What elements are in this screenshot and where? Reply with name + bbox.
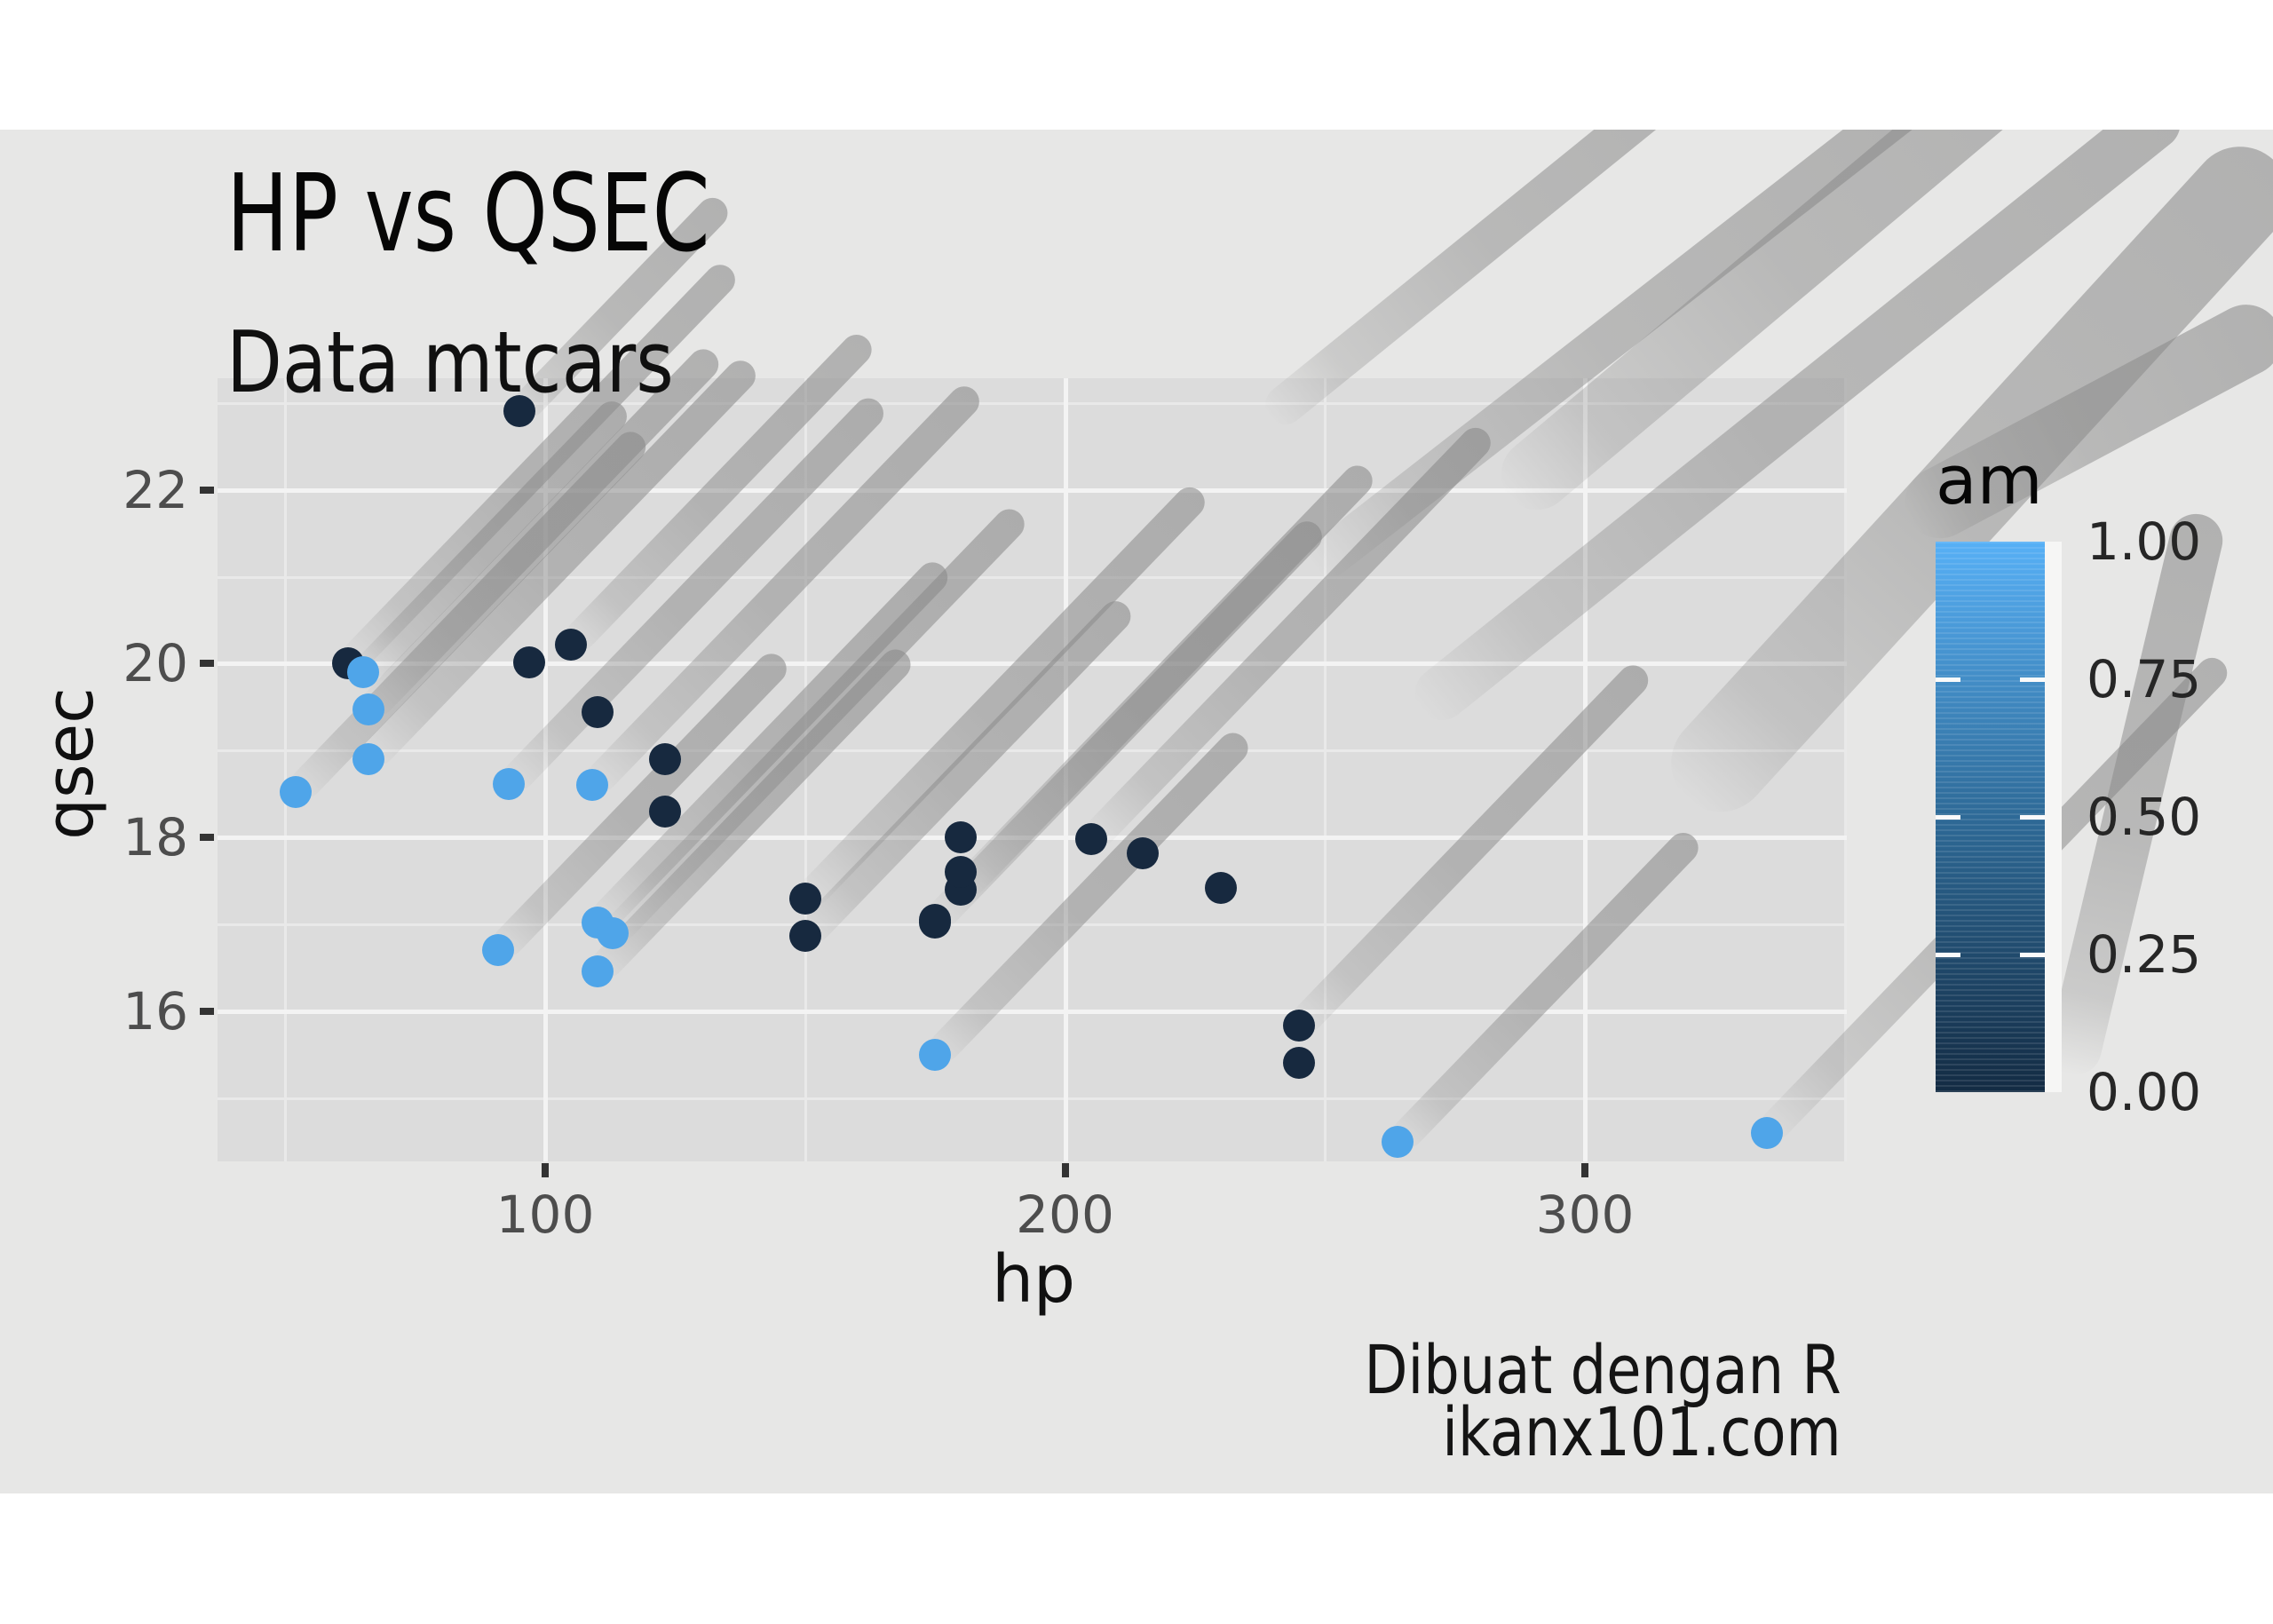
scatter-point [352, 743, 384, 776]
scatter-point [945, 821, 978, 854]
scatter-point [503, 395, 535, 428]
y-tick-label: 16 [123, 981, 188, 1042]
gridline-major-x [1583, 378, 1588, 1161]
scatter-point [1382, 1125, 1414, 1158]
scatter-point [1282, 1009, 1315, 1042]
scatter-point [648, 795, 681, 828]
scatter-point [347, 656, 380, 689]
colorbar-tick-left [1936, 953, 1960, 957]
y-tick-label: 18 [123, 807, 188, 868]
colorbar-tick-left [1936, 815, 1960, 820]
scatter-point [1074, 823, 1107, 856]
gridline-minor-x [1324, 378, 1327, 1161]
legend-colorbar-wake [2045, 542, 2062, 1092]
scatter-point [482, 934, 515, 967]
caption-line-1: Dibuat dengan R [1364, 1330, 1841, 1409]
y-tick-label: 22 [123, 459, 188, 520]
gridline-minor-x [284, 378, 288, 1161]
y-tick-mark [200, 486, 214, 494]
gridline-minor-y [218, 401, 1847, 405]
gridline-major-y [218, 487, 1847, 493]
scatter-point [945, 856, 978, 889]
colorbar-tick-right [2020, 815, 2045, 820]
colorbar-tick-left [1936, 677, 1960, 682]
scatter-point [919, 904, 952, 937]
legend-tick-label: 0.25 [2087, 924, 2202, 985]
bottom-white-margin [0, 1493, 2273, 1624]
legend-tick-label: 1.00 [2087, 511, 2202, 572]
scatter-point [575, 769, 608, 802]
gridline-minor-y [218, 1097, 1847, 1100]
y-tick-mark [200, 834, 214, 842]
scatter-point [1750, 1117, 1783, 1150]
plot-title: HP vs QSEC [226, 153, 710, 276]
gridline-major-x [543, 378, 548, 1161]
scatter-point [279, 776, 312, 809]
scatter-point [493, 768, 525, 801]
scatter-point [919, 1038, 952, 1071]
top-white-margin [0, 0, 2273, 130]
scatter-point [648, 743, 681, 776]
scatter-point [1282, 1046, 1315, 1079]
gridline-minor-y [218, 749, 1847, 753]
scatter-point [788, 882, 821, 915]
y-tick-label: 20 [123, 633, 188, 694]
scatter-point [597, 916, 630, 949]
scatter-point [581, 955, 614, 987]
scatter-point [581, 696, 614, 729]
legend-tick-label: 0.00 [2087, 1062, 2202, 1122]
scatter-point [788, 919, 821, 952]
plot-subtitle: Data mtcars [226, 314, 674, 412]
scatter-point [555, 628, 588, 661]
x-tick-mark [542, 1163, 549, 1177]
x-tick-label: 300 [1535, 1184, 1635, 1245]
colorbar-tick-right [2020, 677, 2045, 682]
legend-title: am [1936, 440, 2043, 519]
gridline-major-y [218, 1010, 1847, 1014]
x-tick-label: 100 [495, 1184, 595, 1245]
colorbar-tick-right [2020, 953, 2045, 957]
scatter-point [1127, 836, 1160, 869]
gridline-minor-x [1843, 378, 1847, 1161]
gridline-minor-y [218, 575, 1847, 579]
scatter-point [513, 646, 546, 679]
legend-tick-label: 0.75 [2087, 649, 2202, 709]
x-tick-label: 200 [1016, 1184, 1114, 1245]
legend-tick-label: 0.50 [2087, 787, 2202, 847]
y-tick-mark [200, 660, 214, 668]
x-tick-mark [1581, 1163, 1588, 1177]
gridline-minor-y [218, 923, 1847, 927]
plot-caption: Dibuat dengan R ikanx101.com [1364, 1330, 1841, 1471]
y-tick-mark [200, 1008, 214, 1015]
x-tick-mark [1061, 1163, 1069, 1177]
scatter-point [1205, 871, 1238, 904]
scatter-point [352, 693, 384, 726]
caption-line-2: ikanx101.com [1442, 1392, 1841, 1471]
x-axis-title: hp [992, 1241, 1075, 1318]
